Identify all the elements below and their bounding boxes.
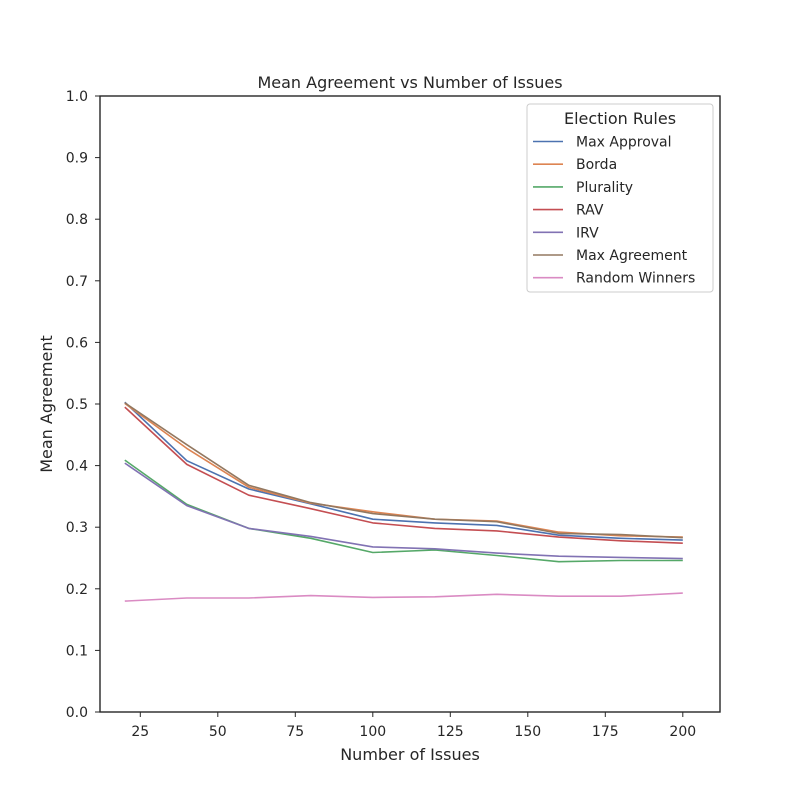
y-tick-label: 0.1 [66, 643, 88, 659]
y-tick-label: 0.4 [66, 459, 88, 475]
series-line-irv [124, 462, 683, 560]
x-tick-label: 200 [669, 724, 696, 740]
series-line-max-approval [124, 401, 683, 541]
y-tick-label: 0.0 [66, 705, 88, 721]
y-axis: 0.0 0.1 0.2 0.3 0.4 0.5 0.6 0.7 0.8 0.9 1.0 [66, 89, 100, 721]
series-lines [124, 401, 683, 602]
x-tick-label: 50 [209, 724, 227, 740]
x-tick-label: 125 [437, 724, 464, 740]
legend-title: Election Rules [564, 109, 676, 128]
y-tick-label: 0.9 [66, 151, 88, 167]
x-axis-label: Number of Issues [340, 745, 480, 764]
x-tick-label: 100 [359, 724, 386, 740]
y-tick-label: 0.5 [66, 397, 88, 413]
legend-label-irv: IRV [576, 225, 599, 241]
y-tick-label: 1.0 [66, 89, 88, 105]
y-tick-label: 0.2 [66, 582, 88, 598]
x-tick-label: 75 [286, 724, 304, 740]
legend-label-rav: RAV [576, 203, 604, 219]
legend-label-borda: Borda [576, 157, 617, 173]
x-axis: 25 50 75 100 125 150 175 200 [131, 712, 696, 740]
legend: Election Rules Max Approval Borda Pluralit… [526, 103, 714, 293]
legend-label-max-agreement: Max Agreement [576, 248, 688, 264]
y-tick-label: 0.6 [66, 335, 88, 351]
chart-title: Mean Agreement vs Number of Issues [257, 73, 562, 92]
x-tick-label: 175 [592, 724, 619, 740]
legend-label-random-winners: Random Winners [576, 271, 695, 287]
series-line-rav [124, 406, 683, 544]
plot-frame [99, 95, 721, 713]
y-tick-label: 0.8 [66, 212, 88, 228]
legend-items: Max Approval Borda Plurality RAV IRV Max Agre… [533, 135, 695, 287]
legend-label-plurality: Plurality [576, 180, 633, 196]
y-tick-label: 0.7 [66, 274, 88, 290]
legend-box [526, 103, 714, 293]
legend-label-max-approval: Max Approval [576, 135, 672, 151]
x-tick-label: 150 [514, 724, 541, 740]
series-line-max-agreement [124, 402, 683, 539]
y-tick-label: 0.3 [66, 520, 88, 536]
y-axis-label: Mean Agreement [37, 335, 56, 473]
series-line-random-winners [124, 592, 683, 602]
x-tick-label: 25 [131, 724, 149, 740]
